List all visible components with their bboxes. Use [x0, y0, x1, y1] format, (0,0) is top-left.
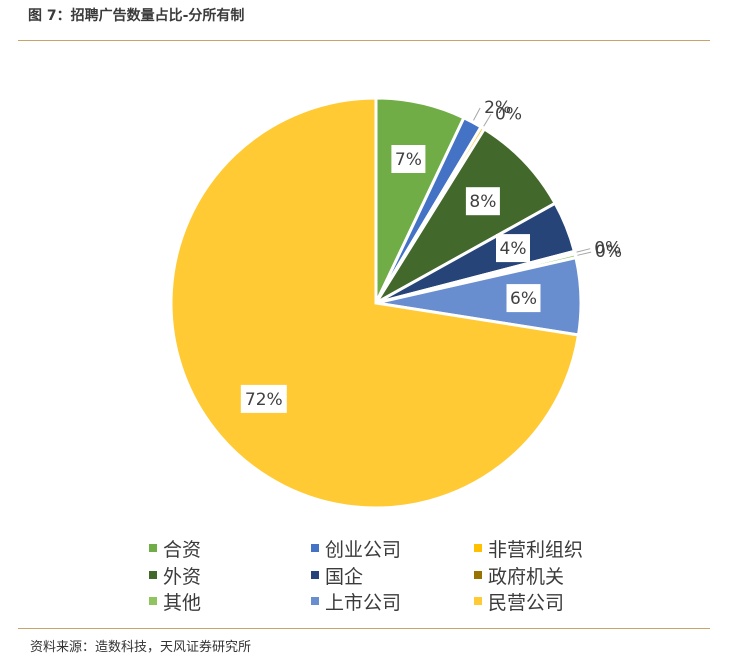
legend-swatch [311, 597, 319, 605]
legend-swatch [149, 597, 157, 605]
data-label-box [496, 234, 530, 263]
data-label: 0% [495, 104, 522, 124]
legend-item-nonprofit: 非营利组织 [474, 536, 584, 561]
legend-label: 其他 [163, 591, 202, 614]
legend-swatch [149, 571, 157, 579]
data-label: 4% [500, 239, 527, 259]
legend-swatch [474, 571, 482, 579]
legend-item-listed: 上市公司 [311, 589, 402, 614]
data-label: 8% [469, 192, 496, 212]
legend-item-private: 民营公司 [474, 589, 565, 614]
source-note: 资料来源：造数科技，天风证券研究所 [30, 640, 252, 655]
legend-label: 创业公司 [325, 538, 402, 561]
legend-item-soe: 国企 [311, 563, 364, 588]
data-label: 72% [245, 390, 283, 410]
legend-label: 外资 [163, 565, 202, 588]
legend-swatch [311, 544, 319, 552]
legend-label: 民营公司 [488, 591, 565, 614]
legend-item-foreign: 外资 [149, 563, 202, 588]
data-label: 7% [395, 150, 422, 170]
data-label-box [465, 187, 500, 216]
legend-item-joint-venture: 合资 [149, 536, 202, 561]
legend-label: 政府机关 [488, 565, 565, 588]
data-label-box [391, 145, 426, 173]
legend-item-startup: 创业公司 [311, 536, 402, 561]
legend-label: 合资 [163, 538, 202, 561]
data-label-box [240, 384, 287, 413]
data-label: 2% [484, 98, 511, 118]
leader-line [483, 114, 492, 127]
legend-swatch [311, 571, 319, 579]
leader-line [473, 107, 481, 121]
leader-line [577, 251, 592, 256]
legend-label: 国企 [325, 565, 364, 588]
legend-label: 非营利组织 [488, 538, 584, 561]
legend-item-other: 其他 [149, 589, 202, 614]
pie-slice [371, 126, 558, 308]
legend-item-government: 政府机关 [474, 563, 565, 588]
figure-title: 图 7：招聘广告数量占比-分所有制 [28, 8, 245, 24]
legend-swatch [474, 597, 482, 605]
data-label: 0% [595, 242, 622, 262]
legend-label: 上市公司 [325, 591, 402, 614]
data-label: 6% [510, 289, 537, 309]
leader-line [576, 248, 591, 253]
data-label: 0% [594, 239, 621, 259]
top-divider [18, 40, 710, 41]
legend-swatch [474, 544, 482, 552]
pie-chart: 7%2%0%8%4% 0%0%6%72% [169, 96, 622, 510]
legend-swatch [149, 544, 157, 552]
data-label-box [506, 284, 541, 313]
bottom-divider [18, 628, 710, 629]
